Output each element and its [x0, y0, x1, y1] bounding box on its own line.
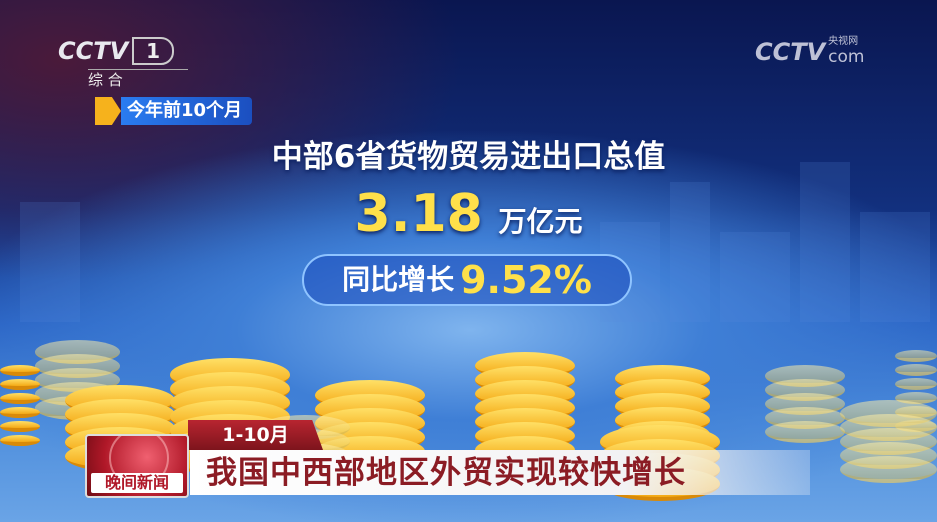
coin [0, 435, 40, 447]
coin [895, 350, 937, 362]
channel-number-badge: 1 [132, 37, 175, 65]
watermark-suffix-group: 央视网 com [828, 36, 865, 67]
coin [0, 407, 40, 419]
skyline-decoration [800, 162, 850, 322]
coin [0, 365, 40, 377]
coin [840, 456, 937, 484]
coin [0, 421, 40, 433]
coin [895, 364, 937, 376]
total-value: 3.18 万亿元 [354, 184, 583, 244]
channel-logo: CCTV 1 综 合 [58, 36, 188, 90]
period-tag: 今年前10个月 [95, 97, 253, 125]
headline: 中部6省货物贸易进出口总值 [271, 139, 666, 175]
headline-caption-bar: 我国中西部地区外贸实现较快增长 [190, 450, 810, 495]
cctv-com-watermark: CCTV 央视网 com [755, 36, 865, 67]
skyline-decoration [720, 232, 790, 322]
coin [765, 421, 845, 444]
date-tag: 1-10月 [188, 420, 323, 450]
skyline-decoration [670, 182, 710, 322]
skyline-decoration [860, 212, 930, 322]
arrow-icon [95, 97, 121, 125]
program-logo: 晚间新闻 [85, 434, 189, 498]
coin [0, 393, 40, 405]
coin [0, 379, 40, 391]
channel-logo-row: CCTV 1 [58, 36, 175, 66]
growth-badge: 同比增长 9.52% [302, 254, 632, 306]
skyline-decoration [20, 202, 80, 322]
coin [895, 378, 937, 390]
